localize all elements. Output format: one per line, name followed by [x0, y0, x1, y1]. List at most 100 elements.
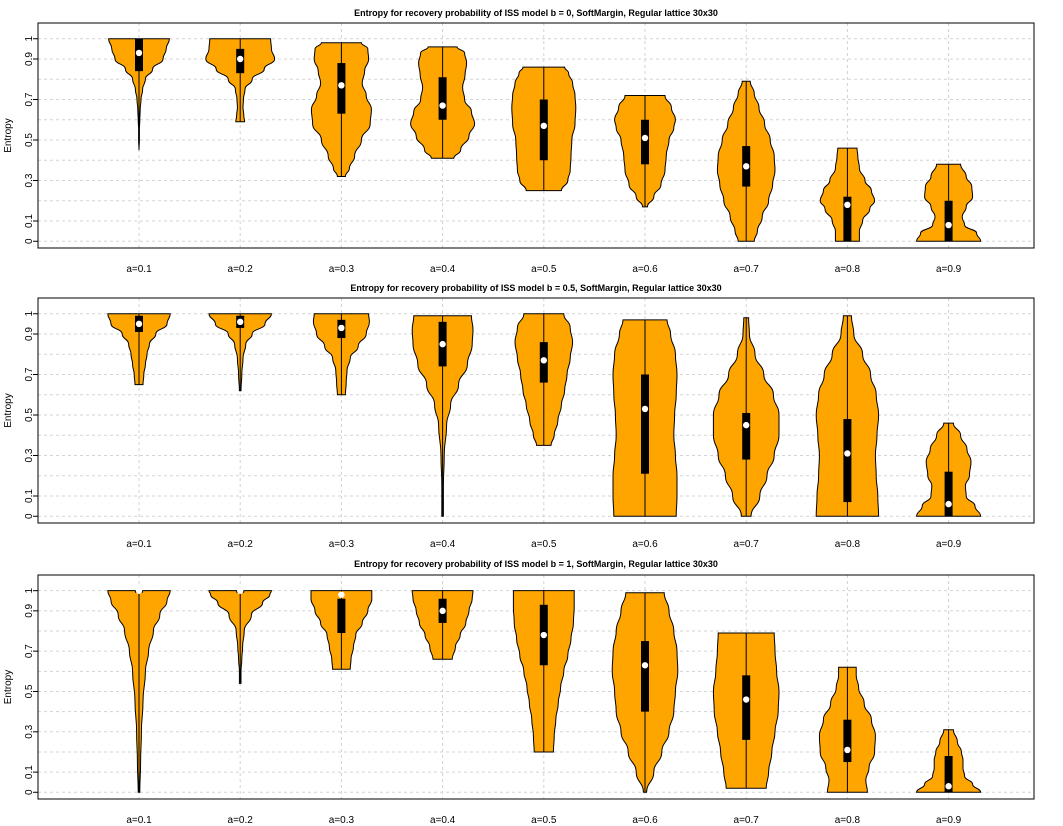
violin-a=0.2 — [208, 587, 272, 684]
violin-median-point — [641, 134, 649, 142]
x-tick-label: a=0.6 — [632, 815, 658, 826]
x-tick-label: a=0.5 — [531, 264, 557, 275]
violin-median-point — [439, 340, 446, 348]
y-axis-label: Entropy — [3, 670, 14, 704]
violin-median-point — [540, 122, 547, 130]
violin-a=0.2 — [205, 38, 276, 123]
violin-a=0.4 — [410, 46, 476, 159]
violin-median-point — [945, 500, 952, 508]
violin-a=0.1 — [107, 587, 171, 793]
violin-median-point — [338, 324, 345, 332]
x-tick-label: a=0.7 — [734, 264, 760, 275]
violin-panel-2: Entropy for recovery probability of ISS … — [3, 283, 1035, 550]
chart-title: Entropy for recovery probability of ISS … — [354, 8, 718, 18]
y-axis-label: Entropy — [3, 393, 14, 427]
y-tick-label: 0.7 — [24, 92, 35, 106]
violin-a=0.9 — [916, 729, 982, 793]
violin-median-point — [135, 49, 143, 57]
x-tick-label: a=0.6 — [632, 264, 658, 275]
y-tick-label: 0 — [24, 789, 35, 795]
violin-median-point — [439, 102, 446, 109]
violin-median-point — [439, 607, 446, 615]
violin-iqr-box — [843, 719, 852, 763]
violin-iqr-box — [337, 598, 346, 634]
y-tick-label: 0.1 — [24, 214, 35, 228]
x-tick-label: a=0.9 — [936, 539, 962, 550]
violin-a=0.5 — [512, 590, 575, 753]
violin-a=0.7 — [712, 317, 780, 517]
y-tick-label: 0.3 — [24, 724, 35, 738]
violin-median-point — [338, 591, 345, 598]
x-tick-label: a=0.3 — [329, 815, 355, 826]
violin-median-point — [237, 55, 244, 63]
violin-iqr-box — [843, 419, 852, 503]
violin-panel-1: Entropy for recovery probability of ISS … — [3, 8, 1035, 275]
violin-iqr-box — [742, 675, 751, 740]
violin-iqr-box — [944, 200, 953, 242]
y-tick-label: 0.5 — [24, 133, 35, 147]
violin-median-point — [844, 201, 851, 208]
violin-a=0.3 — [310, 42, 372, 177]
violin-median-point — [743, 163, 750, 170]
violin-a=0.6 — [612, 319, 678, 517]
violin-a=0.5 — [514, 313, 574, 446]
chart-title: Entropy for recovery probability of ISS … — [350, 283, 721, 293]
y-tick-label: 0.3 — [24, 448, 35, 462]
plot-frame — [37, 297, 1035, 524]
violin-median-point — [945, 221, 952, 229]
violin-a=0.4 — [411, 315, 474, 517]
violin-a=0.5 — [511, 66, 577, 192]
violin-iqr-box — [944, 755, 953, 793]
y-tick-label: 0.9 — [24, 327, 35, 341]
violin-a=0.9 — [916, 422, 982, 517]
violin-median-point — [945, 783, 952, 790]
violin-a=0.7 — [716, 80, 776, 242]
x-tick-label: a=0.1 — [126, 264, 152, 275]
y-tick-label: 1 — [24, 311, 35, 317]
x-tick-label: a=0.6 — [632, 539, 658, 550]
violin-a=0.3 — [312, 313, 370, 396]
x-tick-label: a=0.2 — [228, 539, 254, 550]
violin-a=0.4 — [411, 590, 474, 660]
violin-median-point — [743, 421, 750, 429]
violin-median-point — [641, 405, 649, 413]
violin-a=0.2 — [208, 313, 272, 392]
x-tick-label: a=0.2 — [228, 264, 254, 275]
violin-a=0.3 — [310, 590, 373, 670]
violin-a=0.8 — [819, 147, 876, 242]
violin-median-point — [844, 450, 851, 457]
x-tick-label: a=0.4 — [430, 264, 456, 275]
y-tick-label: 0.1 — [24, 489, 35, 503]
y-tick-label: 0.3 — [24, 173, 35, 187]
x-tick-label: a=0.5 — [531, 539, 557, 550]
y-tick-label: 0.7 — [24, 644, 35, 658]
y-tick-label: 0.1 — [24, 765, 35, 779]
violin-a=0.8 — [818, 666, 876, 793]
violin-median-point — [135, 587, 143, 594]
plot-frame — [37, 574, 1035, 800]
y-tick-label: 0.5 — [24, 684, 35, 698]
x-tick-label: a=0.8 — [835, 815, 861, 826]
violin-iqr-box — [742, 412, 751, 460]
violin-a=0.6 — [614, 94, 676, 208]
violin-iqr-box — [843, 196, 852, 242]
violin-median-point — [338, 82, 345, 89]
y-tick-label: 0.5 — [24, 408, 35, 422]
y-tick-label: 0.9 — [24, 603, 35, 617]
x-tick-label: a=0.3 — [329, 539, 355, 550]
violin-median-point — [540, 631, 547, 639]
x-tick-label: a=0.8 — [835, 264, 861, 275]
violin-iqr-box — [641, 374, 649, 474]
x-tick-label: a=0.9 — [936, 264, 962, 275]
violin-a=0.8 — [815, 315, 880, 517]
x-tick-label: a=0.7 — [734, 815, 760, 826]
x-tick-label: a=0.4 — [430, 539, 456, 550]
y-axis-label: Entropy — [3, 118, 14, 152]
x-tick-label: a=0.9 — [936, 815, 962, 826]
x-tick-label: a=0.1 — [126, 815, 152, 826]
violin-median-point — [540, 357, 547, 364]
violin-median-point — [844, 746, 851, 754]
y-tick-label: 1 — [24, 587, 35, 593]
y-tick-label: 1 — [24, 36, 35, 42]
